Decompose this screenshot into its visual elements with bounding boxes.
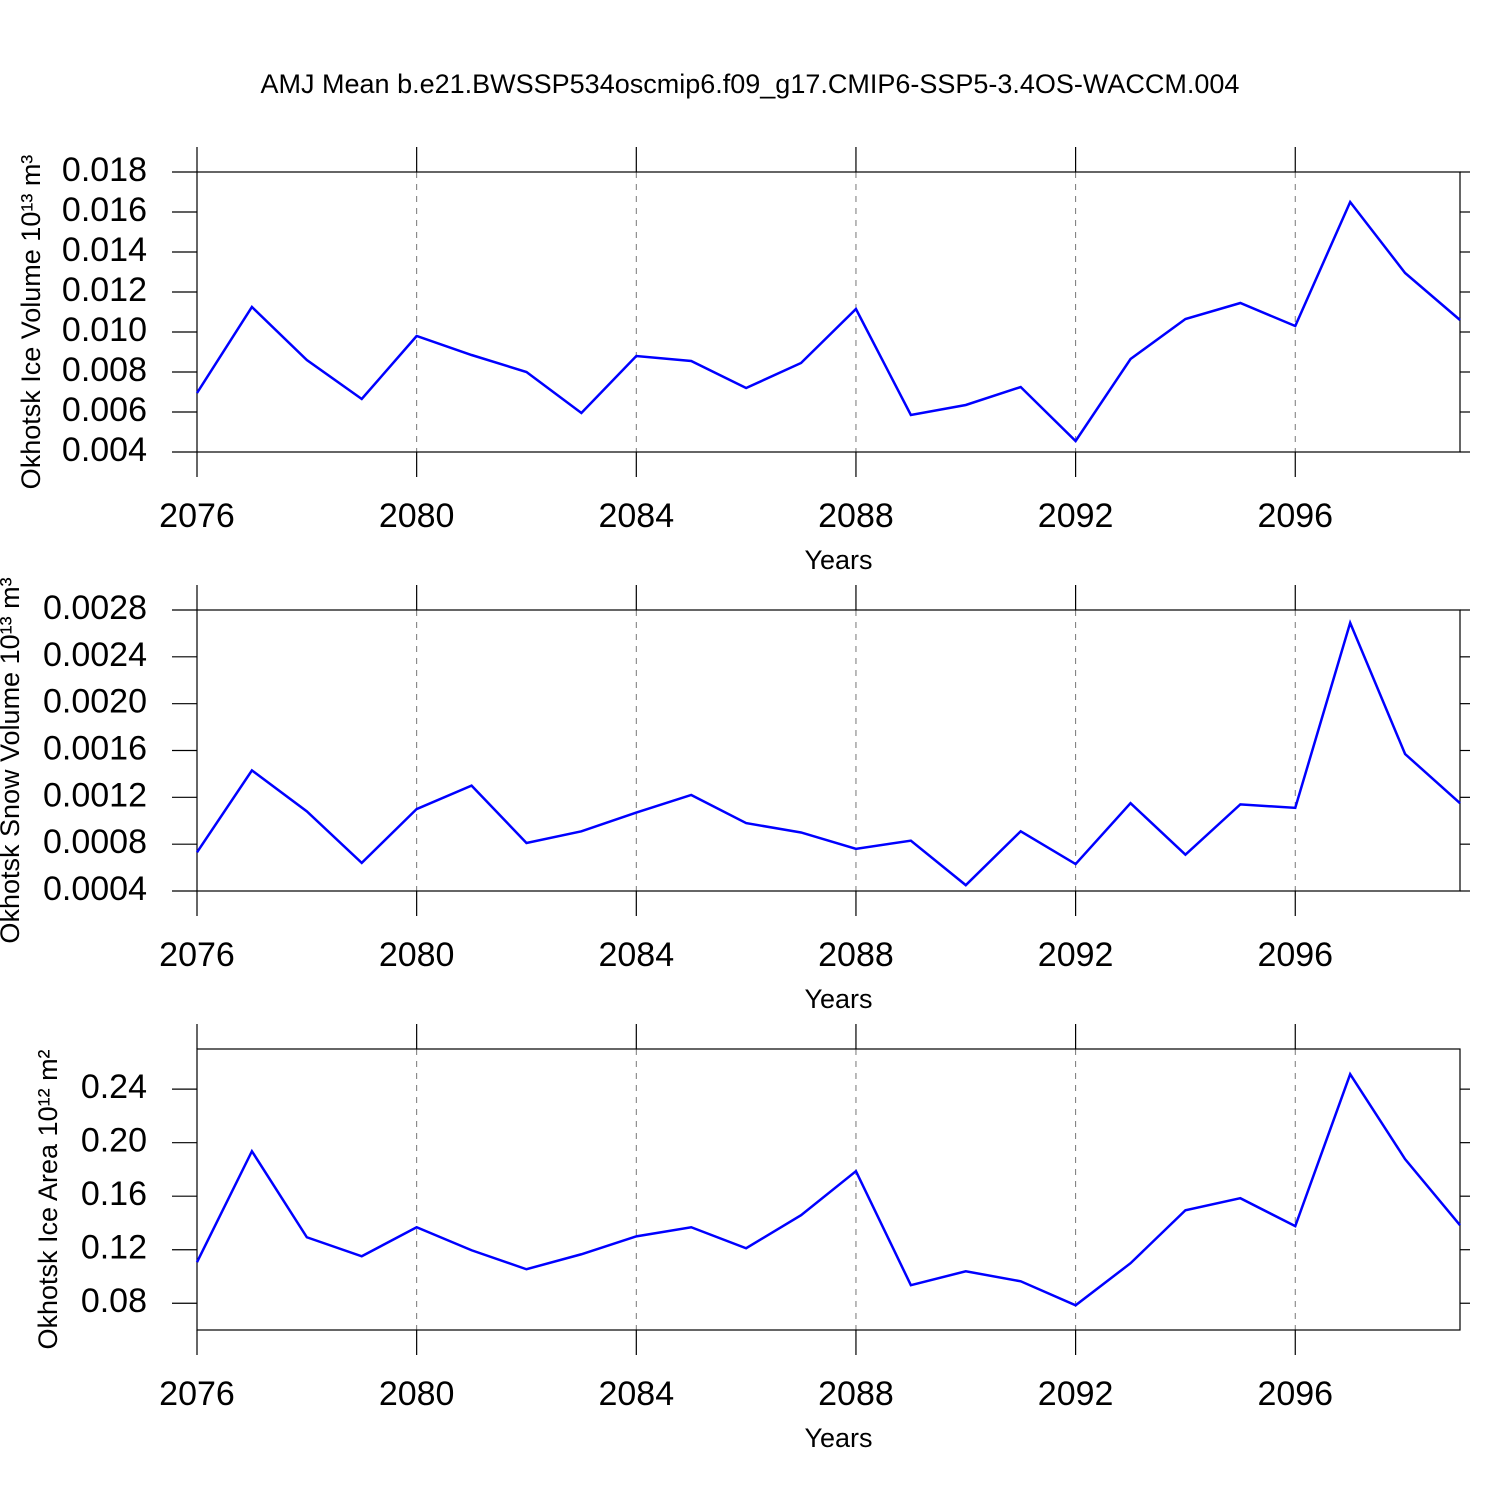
y-tick-label: 0.0024 [43,636,147,674]
x-tick-label: 2088 [818,936,894,974]
x-tick-label: 2096 [1257,497,1333,535]
x-axis-label: Years [804,545,872,575]
y-tick-label: 0.018 [62,151,147,189]
data-line [195,619,1461,887]
x-tick-label: 2080 [379,1375,455,1413]
y-tick-label: 0.16 [81,1175,147,1213]
plot-frame [196,609,1461,892]
x-tick-label: 2096 [1257,936,1333,974]
x-tick-label: 2084 [598,936,674,974]
y-axis-label: Okhotsk Ice Volume 10¹³ m³ [16,155,46,490]
plot-frame [196,1048,1461,1331]
y-tick-label: 0.20 [81,1122,147,1160]
x-tick-label: 2096 [1257,1375,1333,1413]
x-axis-label: Years [804,1423,872,1453]
y-axis-label: Okhotsk Ice Area 10¹² m² [33,1049,63,1349]
y-tick-label: 0.0008 [43,823,147,861]
x-tick-label: 2088 [818,1375,894,1413]
x-axis-label: Years [804,984,872,1014]
y-tick-label: 0.0020 [43,683,147,721]
data-line [195,199,1461,443]
y-tick-label: 0.12 [81,1229,147,1267]
x-tick-label: 2080 [379,497,455,535]
y-tick-label: 0.0016 [43,729,147,767]
y-tick-label: 0.08 [81,1282,147,1320]
y-tick-label: 0.006 [62,391,147,429]
y-tick-label: 0.016 [62,191,147,229]
y-tick-label: 0.0028 [43,589,147,627]
y-tick-label: 0.0012 [43,776,147,814]
y-tick-label: 0.014 [62,231,147,269]
x-tick-label: 2084 [598,1375,674,1413]
plot-frame [196,171,1461,453]
y-tick-label: 0.0004 [43,870,147,908]
y-axis-label: Okhotsk Snow Volume 10¹³ m³ [0,577,25,943]
x-tick-label: 2084 [598,497,674,535]
x-tick-label: 2092 [1038,936,1114,974]
x-tick-label: 2088 [818,497,894,535]
x-tick-label: 2092 [1038,1375,1114,1413]
x-tick-label: 2080 [379,936,455,974]
x-tick-label: 2076 [159,1375,235,1413]
y-tick-label: 0.012 [62,271,147,309]
data-line [195,1071,1461,1307]
figure-title: AMJ Mean b.e21.BWSSP534oscmip6.f09_g17.C… [261,69,1240,99]
y-tick-label: 0.008 [62,351,147,389]
x-tick-label: 2076 [159,497,235,535]
y-tick-label: 0.24 [81,1068,147,1106]
x-tick-label: 2092 [1038,497,1114,535]
x-tick-label: 2076 [159,936,235,974]
y-tick-label: 0.004 [62,431,147,469]
y-tick-label: 0.010 [62,311,147,349]
